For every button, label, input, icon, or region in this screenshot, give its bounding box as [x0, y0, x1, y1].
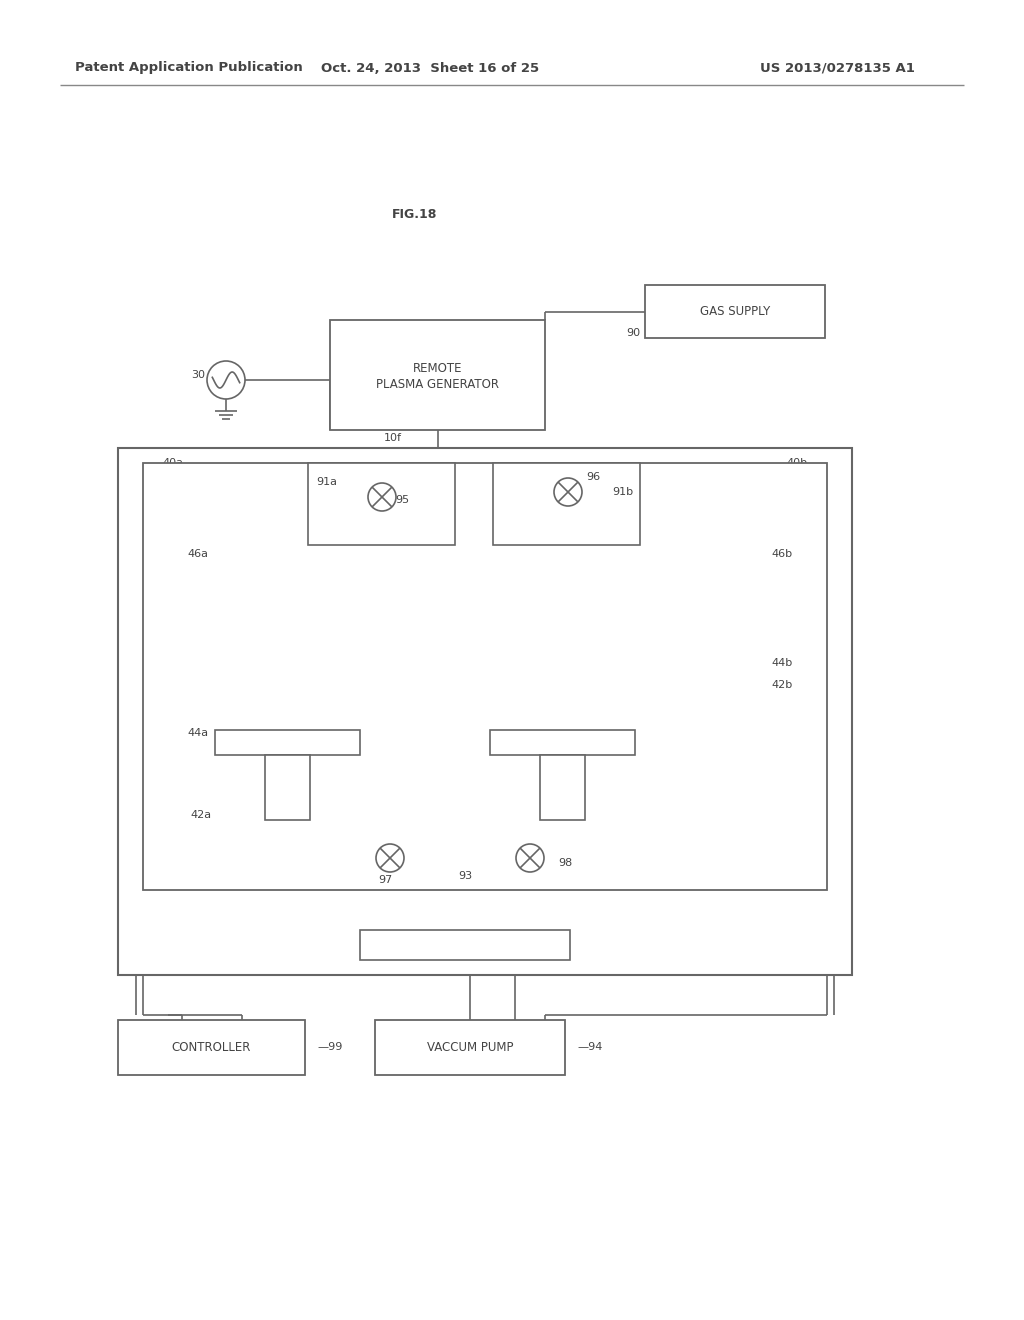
Bar: [118, 447, 852, 975]
Bar: [540, 755, 585, 820]
Circle shape: [516, 843, 544, 873]
Text: 44a: 44a: [187, 727, 209, 738]
Text: 90: 90: [626, 327, 640, 338]
Text: REMOTE: REMOTE: [413, 362, 462, 375]
Text: GAS SUPPLY: GAS SUPPLY: [699, 305, 770, 318]
Bar: [143, 463, 827, 890]
Bar: [375, 1020, 565, 1074]
Text: —94: —94: [577, 1043, 602, 1052]
Text: 46b: 46b: [771, 549, 793, 558]
Text: FIG.18: FIG.18: [392, 209, 437, 222]
Text: 40b: 40b: [786, 458, 808, 469]
Text: 10f: 10f: [384, 433, 402, 444]
Circle shape: [368, 483, 396, 511]
Circle shape: [376, 843, 404, 873]
Text: CONTROLLER: CONTROLLER: [172, 1041, 251, 1053]
Text: Oct. 24, 2013  Sheet 16 of 25: Oct. 24, 2013 Sheet 16 of 25: [321, 62, 539, 74]
Bar: [308, 463, 455, 545]
Bar: [490, 730, 635, 755]
Text: —99: —99: [317, 1043, 342, 1052]
Text: PLASMA GENERATOR: PLASMA GENERATOR: [376, 378, 499, 391]
Text: 40a: 40a: [163, 458, 183, 469]
Text: US 2013/0278135 A1: US 2013/0278135 A1: [760, 62, 914, 74]
Text: 91b: 91b: [612, 487, 634, 498]
Circle shape: [554, 478, 582, 506]
Text: VACCUM PUMP: VACCUM PUMP: [427, 1041, 513, 1053]
Text: Patent Application Publication: Patent Application Publication: [75, 62, 303, 74]
Text: 95: 95: [395, 495, 409, 506]
Text: 42b: 42b: [771, 680, 793, 690]
Bar: [215, 730, 360, 755]
Text: 42a: 42a: [190, 810, 212, 820]
Text: 96: 96: [586, 473, 600, 482]
Bar: [118, 1020, 305, 1074]
Bar: [645, 285, 825, 338]
Text: 97: 97: [378, 875, 392, 884]
Text: 44b: 44b: [771, 657, 793, 668]
Text: 30: 30: [191, 370, 205, 380]
Bar: [265, 755, 310, 820]
Bar: [493, 463, 640, 545]
Text: 91a: 91a: [316, 477, 338, 487]
Text: 46a: 46a: [187, 549, 209, 558]
Text: 93: 93: [458, 871, 472, 880]
Bar: [360, 931, 570, 960]
Circle shape: [207, 360, 245, 399]
Text: 98: 98: [558, 858, 572, 869]
Bar: [330, 319, 545, 430]
